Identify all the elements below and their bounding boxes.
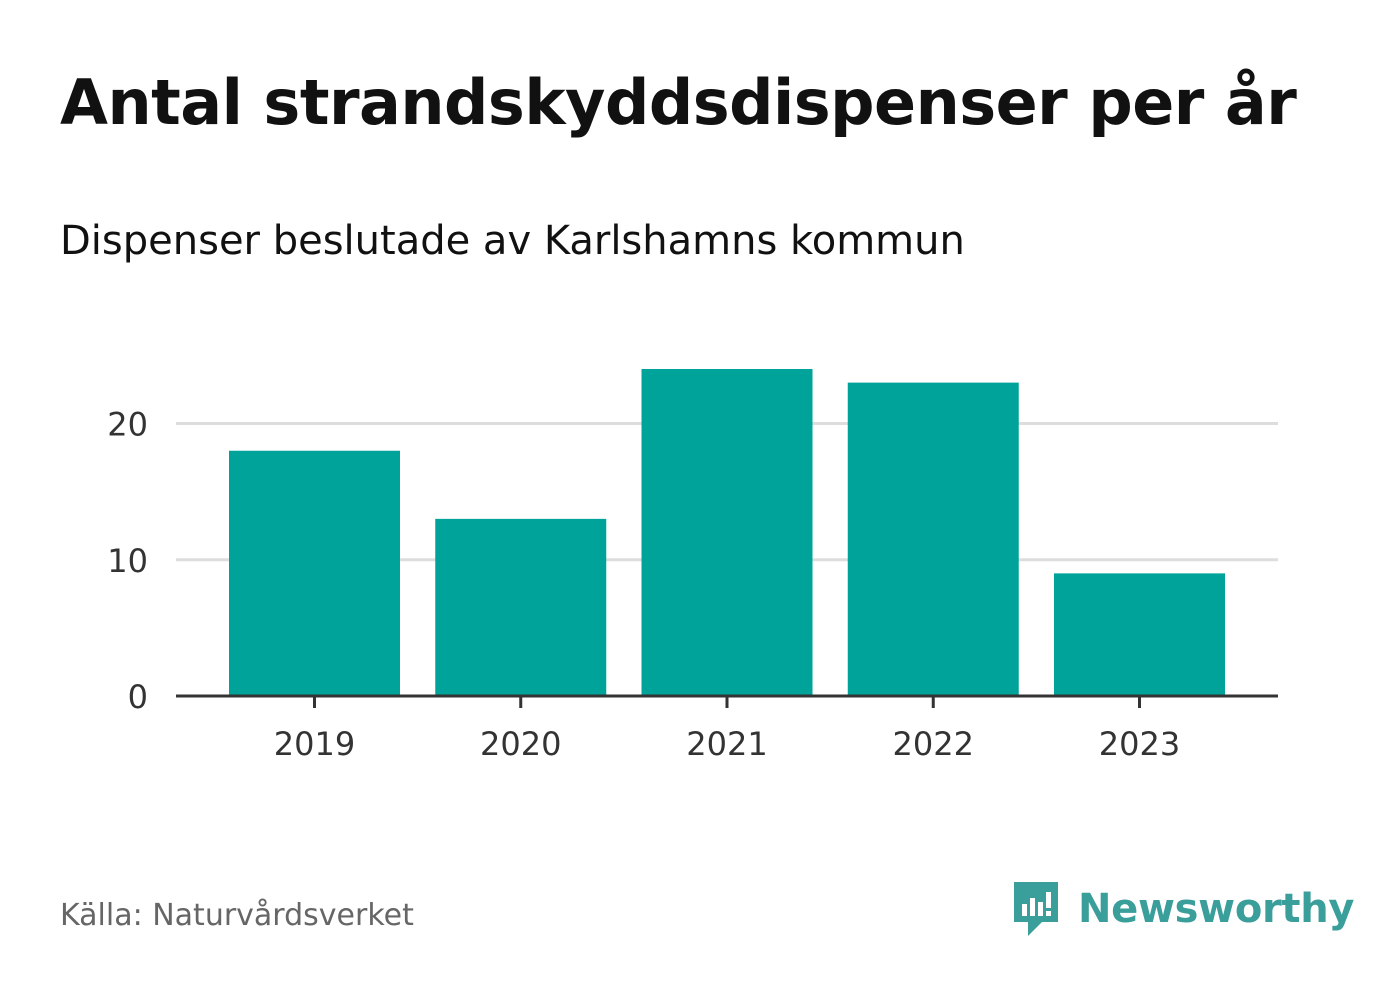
chart-title: Antal strandskyddsdispenser per år (60, 66, 1297, 139)
brand-logo: Newsworthy (1010, 878, 1355, 940)
y-tick-label-10: 10 (107, 542, 148, 580)
x-tick-label-2021: 2021 (686, 725, 767, 763)
bar-2021 (641, 369, 813, 696)
x-tick-label-2023: 2023 (1099, 725, 1180, 763)
chart-subtitle: Dispenser beslutade av Karlshamns kommun (60, 218, 965, 264)
x-tick-label-2020: 2020 (480, 725, 561, 763)
source-note: Källa: Naturvårdsverket (60, 898, 414, 933)
y-tick-label-0: 0 (128, 678, 148, 716)
brand-name: Newsworthy (1078, 886, 1355, 932)
bar-2022 (847, 382, 1019, 696)
bar-2023 (1054, 573, 1225, 696)
bar-2020 (435, 518, 607, 696)
bar-2019 (229, 450, 400, 696)
bar-chart-speech-bubble-icon (1014, 882, 1058, 936)
x-tick-label-2019: 2019 (274, 725, 355, 763)
y-tick-label-20: 20 (107, 406, 148, 444)
x-tick-label-2022: 2022 (893, 725, 974, 763)
